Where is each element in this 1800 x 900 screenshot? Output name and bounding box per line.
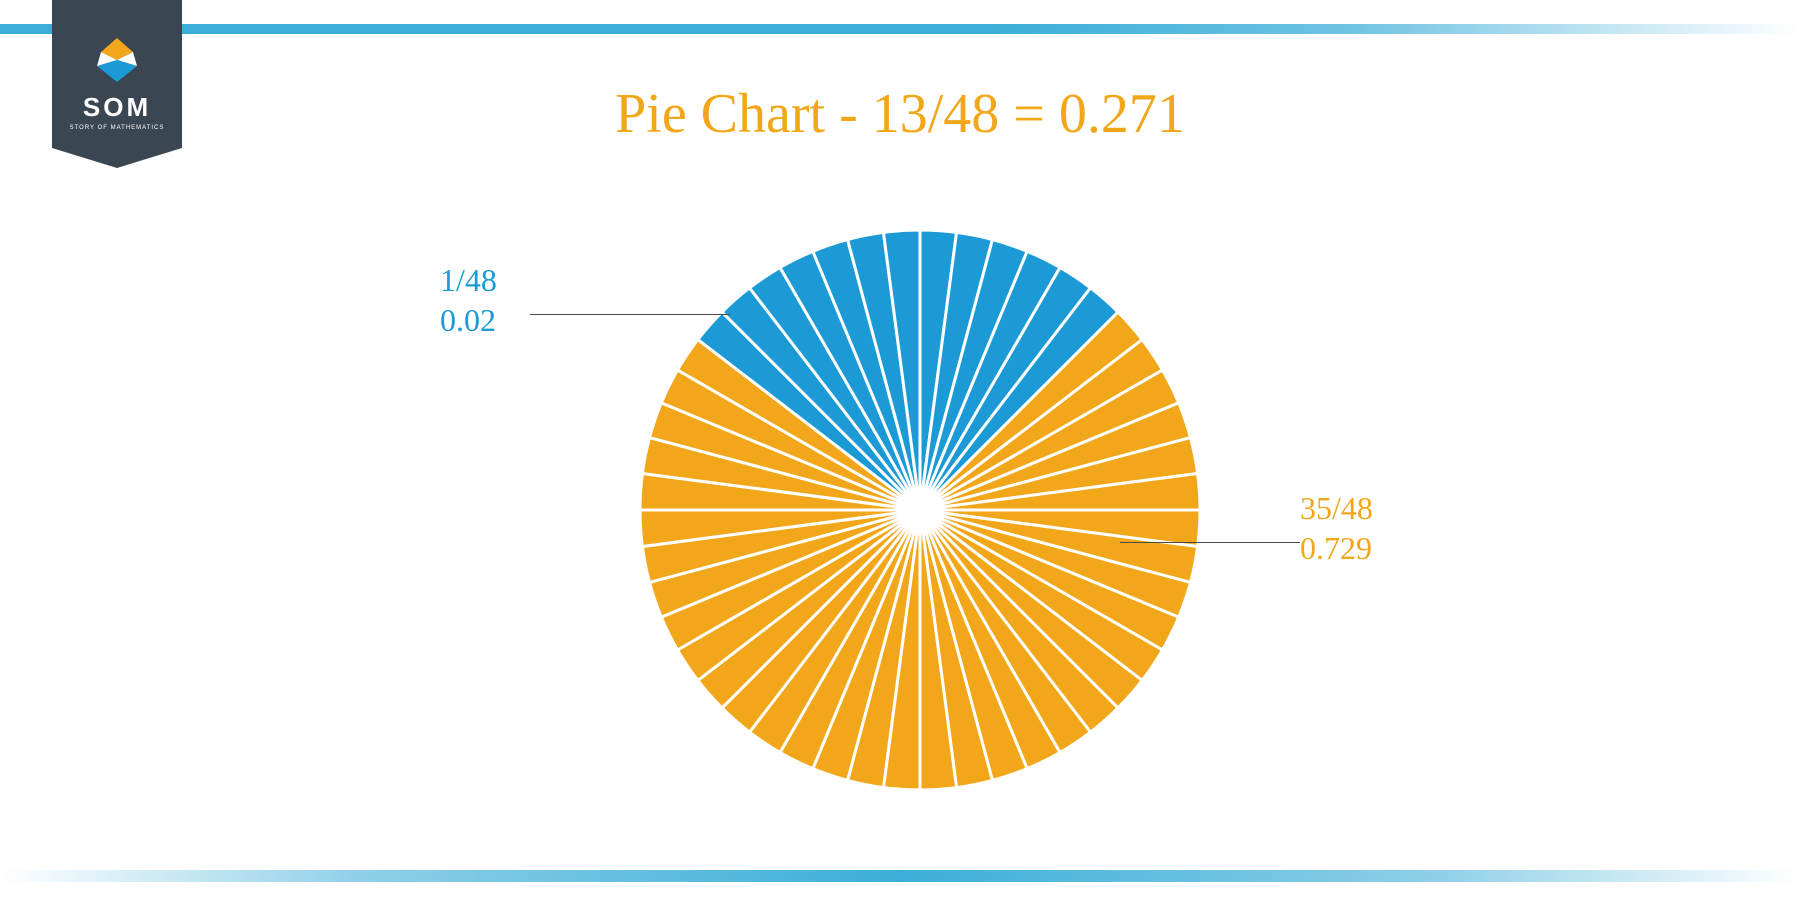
slice-label-orange: 35/48 0.729 [1300,488,1373,568]
slice-label-blue: 1/48 0.02 [440,260,497,340]
bottom-accent-bar [0,870,1800,882]
leader-line-blue [530,314,730,315]
leader-line-orange [1120,542,1300,543]
slice-fraction: 1/48 [440,260,497,300]
chart-title: Pie Chart - 13/48 = 0.271 [0,82,1800,146]
brand-mark-icon [93,36,141,84]
slice-decimal: 0.729 [1300,528,1373,568]
chart-area: 1/48 0.02 35/48 0.729 [0,200,1800,860]
pie-chart [640,210,1200,830]
slice-decimal: 0.02 [440,300,497,340]
top-accent-bar [0,24,1800,34]
slice-fraction: 35/48 [1300,488,1373,528]
